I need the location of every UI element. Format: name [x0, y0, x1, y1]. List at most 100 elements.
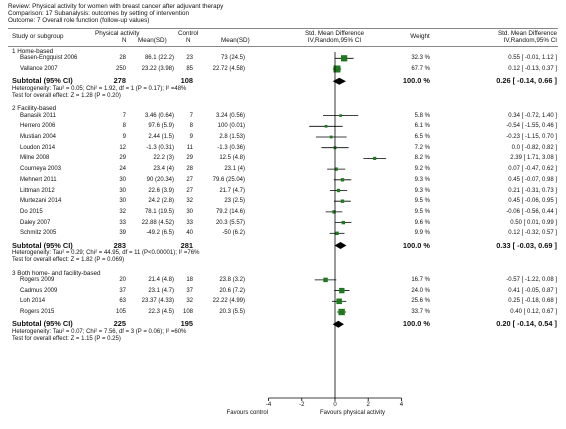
- pa-n-cell: 63: [119, 298, 126, 305]
- smd-ci-cell: 0.34 [ -0.72, 1.40 ]: [508, 112, 557, 119]
- effect-square: [335, 231, 339, 236]
- subtotal-ctrl-n: 195: [180, 319, 193, 329]
- ctrl-mean-sd-cell: 20.3 (5.5): [219, 309, 245, 315]
- weight-cell: 6.5 %: [414, 134, 430, 140]
- pa-n-cell: 24: [119, 166, 126, 173]
- ctrl-n-cell: 30: [186, 208, 193, 215]
- weight-cell: 33.7 %: [411, 309, 430, 315]
- study-name: Do 2015: [20, 208, 43, 215]
- col-ctrl-header: Control: [178, 30, 199, 37]
- effect-square: [332, 210, 336, 214]
- pa-mean-sd-cell: 3.46 (0.64): [144, 112, 174, 119]
- x-tick-label: -2: [299, 402, 305, 408]
- study-name: Milne 2008: [20, 155, 50, 162]
- pa-mean-sd-cell: 23.1 (4.7): [148, 287, 174, 294]
- study-name: Rogers 2009: [20, 276, 55, 283]
- effect-square: [339, 114, 342, 117]
- smd-ci-cell: 0.40 [ 0.12, 0.67 ]: [510, 309, 557, 315]
- ctrl-n-cell: 85: [186, 66, 193, 72]
- smd-ci-cell: 0.21 [ -0.31, 0.73 ]: [508, 187, 557, 194]
- weight-cell: 5.8 %: [414, 112, 430, 119]
- ctrl-mean-sd-cell: 79.6 (25.04): [212, 176, 245, 183]
- pa-mean-sd-cell: 23.37 (4.33): [141, 298, 174, 305]
- study-name: Mustian 2004: [20, 134, 57, 140]
- ctrl-n-cell: 108: [182, 309, 193, 315]
- smd-ci-cell: 0.12 [ -0.13, 0.37 ]: [508, 66, 557, 72]
- effect-square: [339, 287, 345, 294]
- ctrl-n-cell: 40: [186, 230, 193, 237]
- pa-mean-sd-cell: 22.2 (3): [153, 155, 174, 162]
- subtotal-pa-n: 278: [113, 76, 126, 86]
- study-name: Vallance 2007: [20, 66, 58, 72]
- effect-square: [341, 55, 348, 62]
- smd-ci-cell: 0.45 [ -0.07, 0.98 ]: [508, 176, 557, 183]
- study-name: Courneya 2003: [20, 166, 62, 173]
- weight-cell: 9.6 %: [414, 219, 430, 226]
- ctrl-n-cell: 29: [186, 155, 193, 162]
- overall-effect-stat: Test for overall effect: Z = 1.15 (P = 0…: [12, 335, 121, 342]
- favours-control-label: Favours control: [226, 410, 268, 416]
- col-smd-header: Std. Mean Difference: [304, 30, 365, 37]
- study-name: Herrero 2006: [20, 123, 56, 130]
- ctrl-mean-sd-cell: 22.22 (4.99): [212, 298, 245, 305]
- ctrl-n-cell: 7: [189, 112, 193, 119]
- weight-cell: 32.3 %: [411, 55, 430, 62]
- ctrl-mean-sd-cell: 73 (24.5): [220, 55, 245, 62]
- study-name: Loudon 2014: [20, 144, 56, 151]
- pa-n-cell: 32: [119, 208, 126, 215]
- col-smd-r-sub-header: IV,Random,95% CI: [503, 37, 557, 44]
- col-ctrl-mean-header: Mean(SD): [221, 37, 250, 44]
- ctrl-n-cell: 32: [186, 198, 193, 205]
- subtotal-ci: 0.20 [ -0.14, 0.54 ]: [496, 319, 557, 329]
- ctrl-mean-sd-cell: -50 (6.2): [222, 230, 245, 237]
- smd-ci-cell: 0.0 [ -0.82, 0.82 ]: [511, 144, 557, 151]
- col-pa-n-header: N: [122, 37, 127, 44]
- smd-ci-cell: 0.41 [ -0.05, 0.87 ]: [508, 287, 557, 294]
- pa-mean-sd-cell: 24.2 (2.8): [148, 198, 174, 205]
- x-tick-label: -4: [265, 402, 272, 408]
- smd-ci-cell: 0.07 [ -0.47, 0.62 ]: [508, 166, 557, 173]
- pa-n-cell: 7: [122, 112, 126, 119]
- study-name: Murtezani 2014: [20, 198, 62, 205]
- ctrl-mean-sd-cell: 79.2 (14.6): [215, 208, 245, 215]
- ctrl-mean-sd-cell: -1.3 (0.36): [217, 144, 245, 151]
- subgroup-heading: 3 Both home- and facility-based: [12, 269, 101, 277]
- effect-square: [373, 156, 377, 160]
- weight-cell: 9.9 %: [414, 230, 430, 237]
- effect-square: [329, 135, 333, 139]
- subtotal-label: Subtotal (95% CI): [12, 76, 73, 86]
- effect-square: [324, 124, 328, 128]
- col-ctrl-n-header: N: [186, 37, 191, 44]
- effect-square: [336, 298, 342, 305]
- ctrl-mean-sd-cell: 23.8 (3.2): [219, 276, 245, 283]
- subtotal-ci: 0.26 [ -0.14, 0.66 ]: [496, 76, 557, 86]
- pa-n-cell: 20: [119, 276, 126, 283]
- favours-activity-label: Favours physical activity: [320, 410, 386, 416]
- pa-mean-sd-cell: 22.3 (4.5): [148, 309, 174, 315]
- ctrl-n-cell: 28: [186, 166, 193, 173]
- pa-mean-sd-cell: 21.4 (4.8): [148, 276, 174, 283]
- smd-ci-cell: -0.54 [ -1.55, 0.46 ]: [506, 123, 557, 130]
- subtotal-weight: 100.0 %: [402, 76, 430, 86]
- ctrl-mean-sd-cell: 23.1 (4): [224, 166, 245, 173]
- pa-n-cell: 105: [115, 309, 126, 315]
- pa-mean-sd-cell: 22.6 (3.9): [148, 187, 174, 194]
- pa-mean-sd-cell: 2.44 (1.5): [148, 134, 174, 140]
- subtotal-weight: 100.0 %: [402, 240, 430, 250]
- subtotal-diamond: [334, 242, 347, 249]
- weight-cell: 9.2 %: [414, 166, 430, 173]
- weight-cell: 16.7 %: [411, 276, 430, 283]
- subgroup-heading: 2 Facility-based: [12, 105, 57, 113]
- ctrl-n-cell: 8: [189, 123, 193, 130]
- pa-mean-sd-cell: 86.1 (22.2): [144, 55, 174, 62]
- ctrl-n-cell: 9: [189, 134, 193, 140]
- x-tick-label: 0: [333, 402, 337, 408]
- weight-cell: 7.2 %: [414, 144, 430, 151]
- ctrl-n-cell: 32: [186, 298, 193, 305]
- study-name: Banasik 2011: [20, 112, 56, 119]
- heterogeneity-stat: Heterogeneity: Tau² = 0.05; Chi² = 1.92,…: [12, 86, 187, 92]
- ctrl-mean-sd-cell: 20.3 (5.57): [215, 219, 245, 226]
- col-smd-r-header: Std. Mean Difference: [497, 30, 557, 37]
- effect-square: [341, 220, 346, 225]
- heterogeneity-stat: Heterogeneity: Tau² = 0.29; Chi² = 44.95…: [12, 250, 200, 257]
